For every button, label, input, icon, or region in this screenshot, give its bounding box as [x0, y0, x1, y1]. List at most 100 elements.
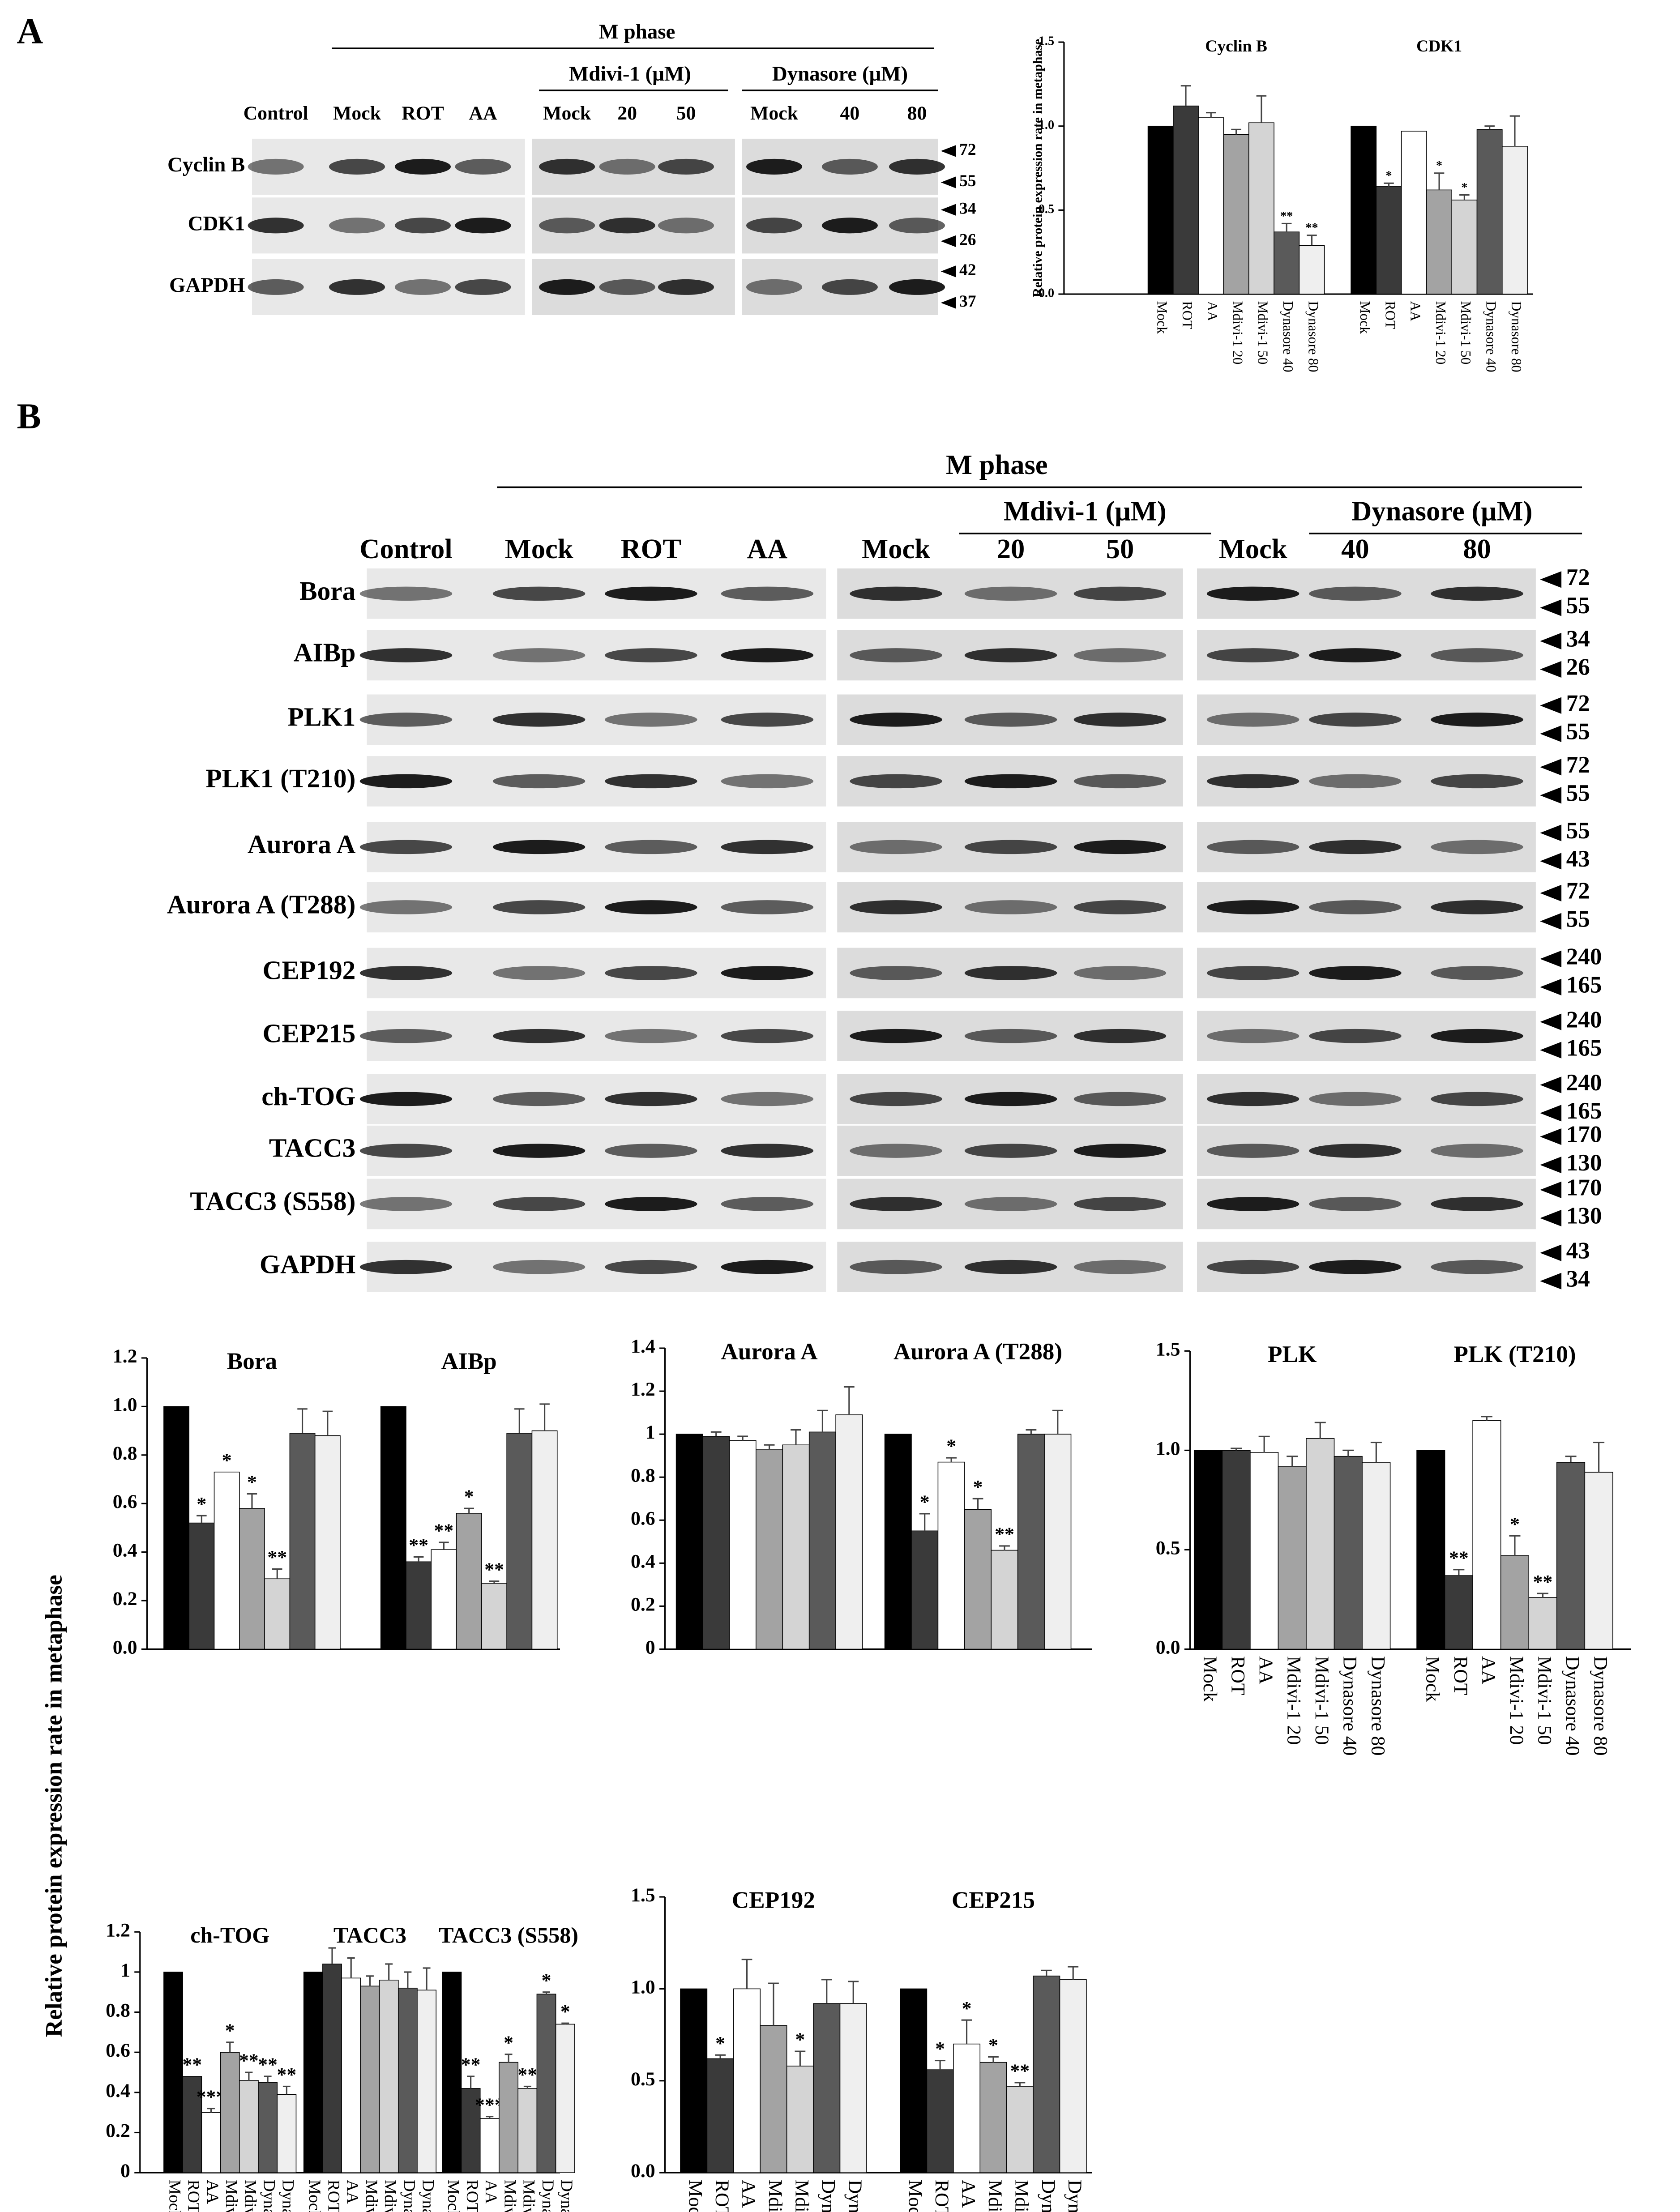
group-header: Mdivi-1 (μM)	[569, 62, 691, 85]
x-tick-label: AA	[482, 2180, 500, 2204]
x-tick-label: Mock	[685, 2180, 706, 2212]
band	[821, 158, 878, 175]
error-bar	[1314, 1422, 1326, 1439]
y-tick-label: 1.0	[1156, 1438, 1180, 1459]
band	[746, 158, 803, 175]
row-label: Aurora A	[248, 829, 356, 859]
x-tick-label: Mdivi-1 50	[1458, 301, 1474, 365]
row-label: TACC3 (S558)	[190, 1187, 355, 1216]
bar	[782, 1444, 810, 1650]
significance: *	[560, 2001, 570, 2022]
error-bar	[1565, 1456, 1577, 1463]
lane-label: 40	[1341, 533, 1369, 564]
bar	[1556, 1462, 1586, 1650]
bar	[258, 2082, 278, 2173]
error-bar	[322, 1410, 333, 1436]
x-tick-label: Mdivi-1 20	[765, 2180, 786, 2212]
marker-arrow	[1540, 884, 1562, 901]
x-tick-label: Dynasore 40	[400, 2180, 418, 2212]
row-label: CEP215	[262, 1018, 355, 1048]
bar	[239, 2080, 259, 2173]
marker-label: 72	[1566, 564, 1590, 590]
panel-label: A	[17, 11, 43, 51]
band	[821, 279, 878, 295]
band	[605, 1260, 697, 1274]
band	[746, 279, 803, 295]
marker-arrow	[940, 176, 956, 188]
error-bar	[1537, 1593, 1549, 1598]
y-tick-label: 0.2	[631, 1593, 655, 1615]
significance: *	[715, 2033, 725, 2054]
error-bar	[366, 1975, 374, 1986]
y-tick-label: 0.4	[106, 2080, 130, 2101]
error-bar	[988, 2056, 999, 2063]
band	[492, 713, 586, 727]
error-bar	[972, 1498, 983, 1510]
bar	[314, 1435, 341, 1650]
bar	[1006, 2086, 1034, 2173]
bar	[456, 1513, 482, 1650]
error-bar	[543, 1991, 550, 1994]
band	[394, 158, 451, 175]
band	[359, 1029, 453, 1043]
band	[492, 1029, 586, 1043]
x-tick-label: Mdivi-1 50	[381, 2180, 399, 2212]
band	[492, 1260, 586, 1274]
header: M phase	[599, 20, 675, 43]
group-title: ch-TOG	[190, 1922, 269, 1947]
group-title: PLK (T210)	[1453, 1341, 1576, 1367]
lane-label: ROT	[402, 102, 444, 124]
x-tick-label: Mdivi-1 50	[791, 2180, 812, 2212]
y-tick-label: 1.2	[631, 1379, 655, 1400]
row-label: GAPDH	[260, 1249, 356, 1279]
bar	[1222, 1450, 1251, 1650]
marker-arrow	[1540, 913, 1562, 930]
error-bar	[1509, 1535, 1521, 1556]
bar	[1476, 129, 1503, 295]
error-bar	[848, 1981, 859, 2004]
error-bar	[1370, 1442, 1382, 1463]
band	[964, 1260, 1057, 1274]
marker-arrow	[1540, 1042, 1562, 1059]
band	[1073, 1144, 1167, 1158]
band	[721, 713, 814, 727]
marker-label: 55	[1566, 818, 1590, 844]
band	[850, 1092, 942, 1106]
band	[1206, 713, 1300, 727]
bar	[808, 1431, 836, 1650]
band	[539, 158, 595, 175]
marker-arrow	[1540, 978, 1562, 996]
error-bar	[1384, 182, 1394, 187]
band	[1073, 713, 1167, 727]
marker-arrow	[1540, 1181, 1562, 1199]
band	[1431, 1197, 1523, 1211]
lane-label: 20	[997, 533, 1025, 564]
x-tick-label: Mdivi-1 20	[984, 2180, 1006, 2212]
group-title: Aurora A	[721, 1339, 818, 1365]
x-tick-label: Mdivi-1 20	[500, 2180, 519, 2212]
bar	[926, 2069, 954, 2173]
marker-label: 43	[1566, 1238, 1590, 1264]
band	[1073, 1197, 1167, 1211]
bar	[1248, 122, 1274, 295]
error-bar	[961, 2019, 972, 2044]
marker-label: 42	[959, 261, 976, 279]
band	[605, 774, 697, 789]
band	[658, 218, 714, 234]
band	[492, 1092, 586, 1106]
band	[359, 713, 453, 727]
marker-arrow	[1540, 571, 1562, 588]
bar	[884, 1434, 912, 1650]
bar	[289, 1433, 316, 1650]
band	[1309, 1144, 1402, 1158]
bar	[264, 1578, 291, 1650]
error-bar	[297, 1408, 308, 1433]
bar	[406, 1561, 432, 1650]
x-tick-label: Dynasore 80	[557, 2180, 576, 2212]
x-tick-label: Dynasore 80	[1305, 301, 1321, 372]
band	[492, 840, 586, 854]
bar	[303, 1972, 323, 2173]
marker-label: 43	[1566, 846, 1590, 872]
x-tick-label: ROT	[1450, 1656, 1471, 1695]
band	[1309, 586, 1402, 601]
